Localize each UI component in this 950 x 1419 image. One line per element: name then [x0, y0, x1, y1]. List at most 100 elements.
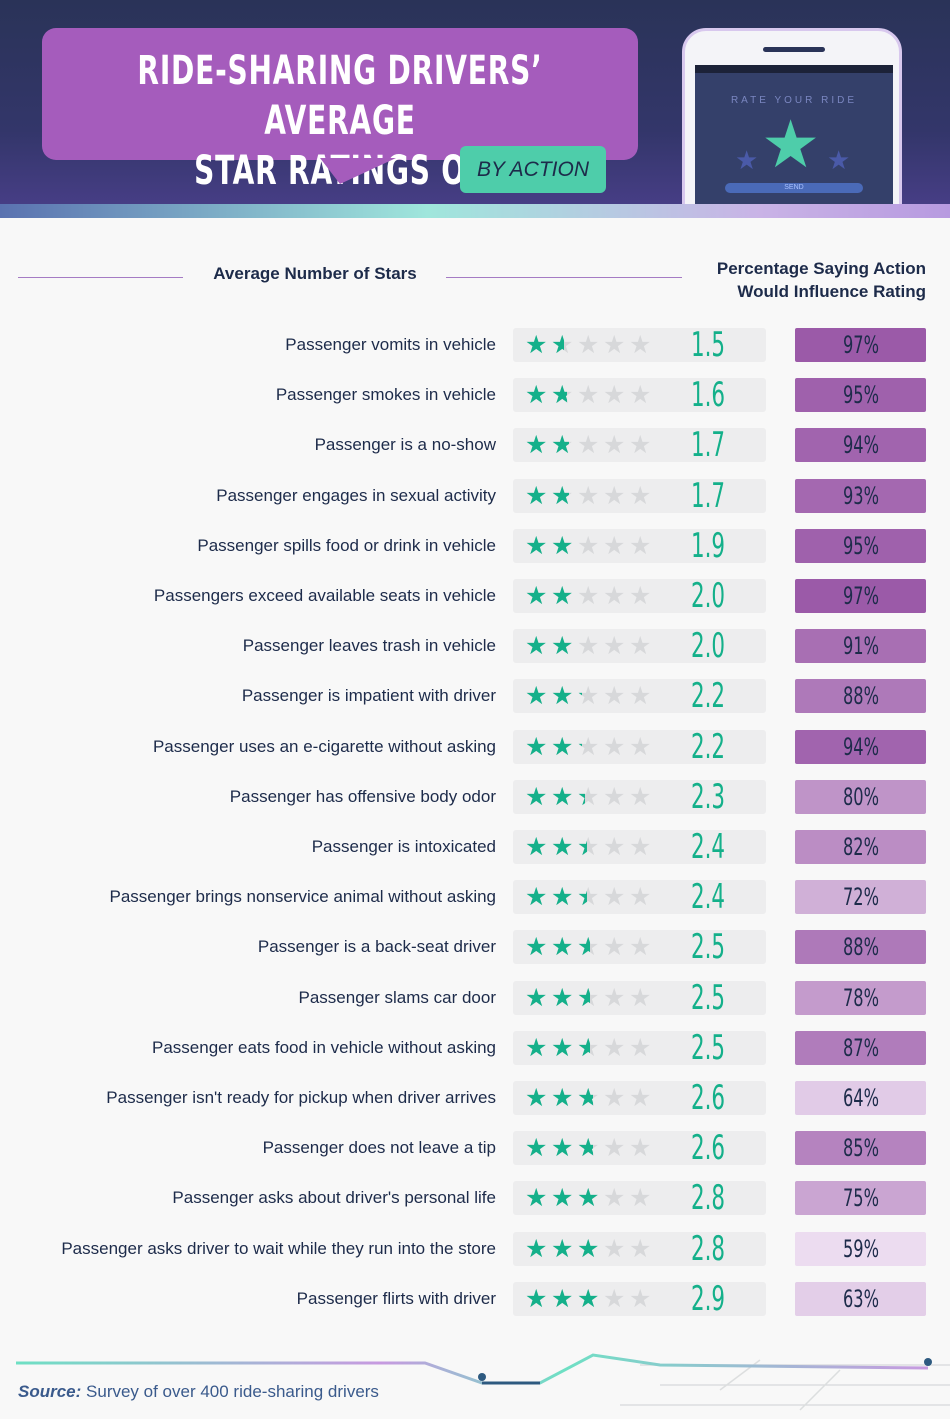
- table-row: Passenger engages in sexual activity ★ ★ ★ ★…: [0, 476, 950, 516]
- star-icon: ★★: [577, 883, 600, 912]
- star-value: 2.0: [691, 576, 726, 616]
- star-icon: ★★: [629, 1284, 652, 1313]
- star-rating-box: ★★★★★★★★★★2.5: [513, 977, 766, 1018]
- star-icon: ★★: [577, 331, 600, 359]
- table-row: Passenger is a back-seat driver★★★★★★★★★…: [0, 927, 950, 968]
- table-row: Passenger leaves trash in vehicle ★ ★ ★ ★ ★ ★ ★…: [0, 626, 950, 666]
- star-value: 2.8: [691, 1178, 726, 1219]
- action-label: Passenger slams car door: [298, 987, 496, 1007]
- column-header-stars: Average Number of Stars: [213, 264, 417, 283]
- action-label: Passenger is a no-show: [314, 435, 496, 455]
- star-icon: ★★: [577, 782, 600, 811]
- star-icon: ★★: [577, 833, 600, 861]
- divider: [446, 277, 682, 278]
- percent-value: 91%: [842, 632, 879, 661]
- action-label: Passenger isn't ready for pickup when dr…: [106, 1088, 496, 1107]
- star-icon: ★★: [577, 682, 600, 711]
- star-icon: ★★: [629, 782, 652, 811]
- table-row: Passenger asks about driver's personal l…: [0, 1178, 950, 1219]
- source-note: Source: Survey of over 400 ride-sharing …: [18, 1382, 379, 1402]
- star-icon: ★★: [603, 1284, 626, 1313]
- star-rating-box: ★★★★★★★★★★1.5: [513, 325, 766, 365]
- action-label: Passenger is a back-seat driver: [257, 937, 496, 957]
- star-value: 2.5: [691, 977, 726, 1018]
- star-icon: ★★: [629, 531, 652, 560]
- star-icon: ★★: [603, 1234, 626, 1263]
- star-rating-box: ★★★★★★★★★★1.6: [513, 375, 766, 415]
- star-rating: ★★★★★★★★★★: [525, 331, 655, 359]
- action-label: Passenger does not leave a tip: [262, 1138, 496, 1158]
- table-row: Passenger spills food or drink in vehicl…: [0, 526, 950, 566]
- star-icon: ★★: [525, 1284, 548, 1313]
- star-icon: ★★: [577, 1234, 600, 1263]
- star-value: 2.9: [691, 1278, 726, 1319]
- star-rating: ★★★★★★★★★★: [525, 532, 655, 560]
- header-banner: RIDE-SHARING DRIVERS’ AVERAGE STAR RATING…: [0, 0, 950, 218]
- star-icon: ★★: [551, 833, 574, 861]
- action-label: Passenger is intoxicated: [311, 837, 496, 856]
- map-pin-icon: [924, 1358, 932, 1366]
- star-rating: ★★★★★★★★★★: [525, 1134, 655, 1162]
- star-value: 2.6: [691, 1128, 726, 1169]
- star-icon: ★★: [603, 1033, 626, 1062]
- star-icon: ★★: [629, 983, 652, 1012]
- star-icon: ★★: [629, 381, 652, 410]
- star-icon: ★★: [525, 1184, 548, 1213]
- percent-value: 59%: [842, 1234, 879, 1263]
- star-rating: ★★★★★★★★★★: [525, 1184, 655, 1212]
- percent-badge: 94%: [795, 729, 926, 764]
- percent-badge: 94%: [795, 428, 926, 463]
- star-icon: ★★: [577, 933, 600, 962]
- percent-badge: 82%: [795, 830, 926, 864]
- table-row: Passenger has offensive body odor ★ ★ ★ ★ ★ ★ ★…: [0, 777, 950, 817]
- star-rating: ★★★★★★★★★★: [525, 833, 655, 861]
- percent-badge: 97%: [795, 328, 926, 362]
- percent-badge: 78%: [795, 980, 926, 1015]
- action-label: Passenger uses an e-cigarette without as…: [152, 736, 496, 756]
- star-icon: ★★: [603, 1184, 626, 1213]
- star-icon: ★★: [551, 431, 574, 460]
- star-rating-box: ★★★★★★★★★★2.2: [513, 727, 766, 767]
- percent-value: 88%: [842, 933, 879, 962]
- percent-value: 95%: [842, 531, 879, 560]
- star-icon: ★★: [629, 632, 652, 661]
- star-icon: ★★: [577, 1284, 600, 1313]
- star-icon: ★★: [603, 833, 626, 861]
- star-icon: ★★: [629, 481, 652, 510]
- star-icon: ★★: [629, 1184, 652, 1213]
- star-icon: ★★: [629, 933, 652, 962]
- star-icon: ★★: [603, 983, 626, 1012]
- star-rating-box: ★★★★★★★★★★2.8: [513, 1229, 766, 1269]
- star-rating-box: ★★★★★★★★★★2.5: [513, 1028, 766, 1068]
- percent-value: 85%: [842, 1134, 879, 1163]
- percent-value: 94%: [842, 431, 879, 460]
- table-row: Passenger eats food in vehicle without a…: [0, 1028, 950, 1068]
- star-value: 2.5: [691, 927, 726, 968]
- percent-badge: 91%: [795, 629, 926, 664]
- star-rating: ★★★★★★★★★★: [525, 1034, 655, 1062]
- table-row: Passenger brings nonservice animal witho…: [0, 877, 950, 917]
- star-icon: ★: [761, 107, 821, 181]
- star-rating: ★★★★★★★★★★: [525, 632, 655, 660]
- bubble-tail: [320, 158, 396, 184]
- title-line-1: RIDE-SHARING DRIVERS’ AVERAGE: [137, 48, 543, 144]
- column-header-line: Percentage Saying Action: [716, 259, 926, 278]
- star-icon: ★★: [577, 481, 600, 510]
- star-icon: ★★: [603, 632, 626, 661]
- star-rating-box: ★★★★★★★★★★2.0: [513, 626, 766, 666]
- percent-value: 63%: [842, 1284, 879, 1313]
- star-icon: ★★: [551, 1084, 574, 1112]
- star-icon: ★★: [525, 431, 548, 460]
- column-header-percent: Percentage Saying Action Would Influence …: [690, 257, 926, 303]
- star-icon: ★★: [629, 682, 652, 711]
- star-icon: ★★: [551, 381, 574, 410]
- star-rating-box: ★★★★★★★★★★1.9: [513, 526, 766, 566]
- action-label: Passenger vomits in vehicle: [285, 335, 496, 354]
- star-icon: ★★: [577, 1184, 600, 1213]
- table-row: Passenger is impatient with driver ★ ★ ★ ★ ★ ★…: [0, 676, 950, 716]
- star-icon: ★★: [603, 381, 626, 410]
- star-icon: ★★: [551, 331, 574, 359]
- table-row: Passenger uses an e-cigarette without as…: [0, 727, 950, 767]
- star-rating: ★★★★★★★★★★: [525, 1084, 655, 1112]
- star-icon: ★★: [551, 933, 574, 962]
